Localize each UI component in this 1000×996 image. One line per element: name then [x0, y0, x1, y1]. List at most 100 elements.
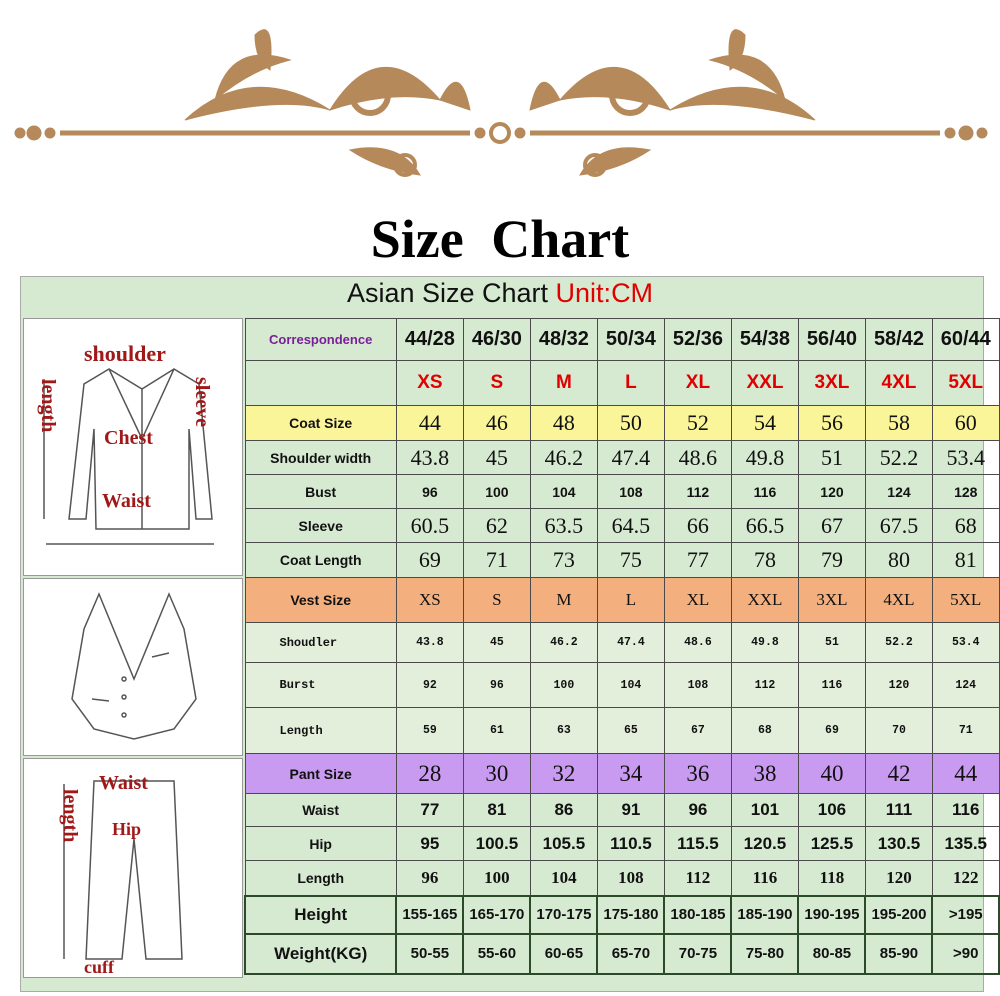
table-cell: 71 — [462, 542, 531, 578]
row-label: Length — [244, 707, 397, 754]
table-row: Burst 92 96 100 104 108 112 116 120 124 — [244, 662, 1000, 708]
table-cell: 60 — [931, 405, 1000, 441]
jacket-illustration: shoulder length sleeve Chest Waist — [23, 318, 243, 576]
label-length: length — [37, 379, 59, 432]
table-cell: XS — [395, 360, 464, 406]
table-cell: 155-165 — [395, 894, 465, 935]
row-label — [244, 360, 397, 406]
table-row: XS S M L XL XXL 3XL 4XL 5XL — [244, 360, 1000, 406]
table-cell: 56 — [797, 405, 866, 441]
table-cell: 92 — [395, 662, 464, 708]
table-cell: 112 — [663, 860, 732, 896]
row-label: Coat Size — [244, 405, 397, 441]
table-cell: XS — [395, 577, 464, 623]
label-hip: Hip — [112, 819, 141, 839]
table-cell: 4XL — [864, 360, 933, 406]
table-cell: 66.5 — [730, 508, 799, 543]
table-row: Correspondence 44/28 46/30 48/32 50/34 52/36 5… — [244, 318, 1000, 361]
table-cell: 68 — [730, 707, 799, 754]
table-cell: 67.5 — [864, 508, 933, 543]
table-cell: XL — [663, 360, 732, 406]
table-cell: 63.5 — [529, 508, 598, 543]
table-cell: 85-90 — [864, 932, 934, 975]
table-cell: 36 — [663, 753, 732, 794]
table-cell: 46.2 — [529, 622, 598, 663]
table-cell: 165-170 — [462, 894, 532, 935]
table-cell: 108 — [596, 474, 665, 509]
table-cell: 43.8 — [395, 622, 464, 663]
table-cell: 190-195 — [797, 894, 867, 935]
table-cell: 45 — [462, 440, 531, 475]
table-cell: 80 — [864, 542, 933, 578]
table-cell: >195 — [931, 894, 1000, 935]
row-label: Height — [243, 894, 398, 935]
row-label: Vest Size — [244, 577, 397, 623]
table-cell: 65 — [596, 707, 665, 754]
table-cell: 110.5 — [596, 826, 665, 861]
table-cell: 111 — [864, 793, 933, 827]
table-cell: 130.5 — [864, 826, 933, 861]
table-cell: 47.4 — [596, 440, 665, 475]
table-cell: XL — [663, 577, 732, 623]
table-cell: 77 — [395, 793, 464, 827]
table-cell: 108 — [596, 860, 665, 896]
unit-label: Unit:CM — [555, 278, 654, 308]
table-cell: 51 — [797, 440, 866, 475]
table-cell: 65-70 — [596, 932, 666, 975]
table-cell: 170-175 — [529, 894, 599, 935]
table-cell: 96 — [395, 860, 464, 896]
table-cell: 44/28 — [395, 318, 464, 361]
table-cell: 180-185 — [663, 894, 733, 935]
table-cell: 100 — [462, 860, 531, 896]
table-cell: 53.4 — [931, 622, 1000, 663]
table-cell: M — [529, 360, 598, 406]
table-cell: 60/44 — [931, 318, 1000, 361]
table-cell: 101 — [730, 793, 799, 827]
table-cell: 62 — [462, 508, 531, 543]
table-cell: S — [462, 577, 531, 623]
table-row: Height 155-165 165-170 170-175 175-180 180-18… — [243, 894, 1000, 935]
page-title: Size Chart — [370, 209, 630, 269]
row-label: Burst — [244, 662, 397, 708]
table-cell: 71 — [931, 707, 1000, 754]
table-cell: 96 — [663, 793, 732, 827]
table-cell: 66 — [663, 508, 732, 543]
table-cell: 75 — [596, 542, 665, 578]
table-cell: 3XL — [797, 360, 866, 406]
table-cell: 115.5 — [663, 826, 732, 861]
label-chest: Chest — [104, 427, 153, 449]
table-cell: 116 — [797, 662, 866, 708]
table-cell: 77 — [663, 542, 732, 578]
label-waist: Waist — [99, 772, 148, 794]
table-cell: 46.2 — [529, 440, 598, 475]
table-cell: 64.5 — [596, 508, 665, 543]
table-cell: 96 — [395, 474, 464, 509]
table-cell: 81 — [462, 793, 531, 827]
table-cell: 55-60 — [462, 932, 532, 975]
table-cell: 52 — [663, 405, 732, 441]
row-label: Sleeve — [244, 508, 397, 543]
table-cell: 50 — [596, 405, 665, 441]
table-cell: 49.8 — [730, 440, 799, 475]
table-cell: 104 — [596, 662, 665, 708]
table-subtitle: Asian Size Chart Unit:CM — [0, 278, 1000, 309]
pants-illustration: Waist length Hip cuff — [23, 758, 243, 978]
row-label: Shoulder width — [244, 440, 397, 475]
table-cell: 43.8 — [395, 440, 464, 475]
table-cell: 44 — [931, 753, 1000, 794]
row-label: Correspondence — [244, 318, 397, 361]
table-cell: 67 — [663, 707, 732, 754]
table-cell: 78 — [730, 542, 799, 578]
table-cell: 195-200 — [864, 894, 934, 935]
table-cell: 59 — [395, 707, 464, 754]
table-cell: 5XL — [931, 360, 1000, 406]
table-row: Length 96 100 104 108 112 116 118 120 122 — [244, 860, 1000, 896]
row-label: Pant Size — [244, 753, 397, 794]
label-shoulder: shoulder — [84, 341, 166, 366]
label-length: length — [59, 789, 81, 842]
row-label: Weight(KG) — [243, 932, 398, 975]
table-cell: 104 — [529, 860, 598, 896]
table-cell: 52/36 — [663, 318, 732, 361]
table-cell: 63 — [529, 707, 598, 754]
